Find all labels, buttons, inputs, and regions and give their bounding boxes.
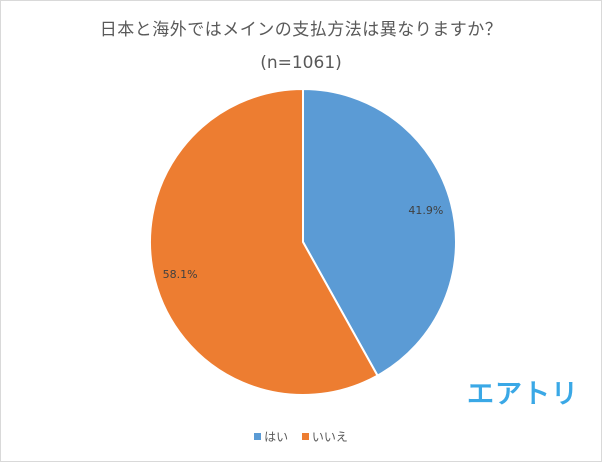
pie-slice-no bbox=[149, 87, 379, 396]
pie-slice-yes bbox=[302, 87, 457, 377]
legend: はい いいえ bbox=[1, 428, 601, 445]
legend-label-yes: はい bbox=[264, 430, 289, 444]
pie-label-yes: 41.9% bbox=[408, 204, 443, 217]
legend-swatch-no bbox=[301, 433, 309, 440]
pie-label-no: 58.1% bbox=[163, 268, 198, 281]
legend-item-no: いいえ bbox=[301, 428, 348, 445]
legend-item-yes: はい bbox=[254, 428, 288, 445]
chart-title: 日本と海外ではメインの支払方法は異なりますか？ bbox=[99, 20, 503, 40]
airtrip-logo: エアトリ bbox=[467, 379, 579, 410]
chart-subtitle: (n=1061) bbox=[260, 53, 342, 73]
legend-swatch-yes bbox=[254, 433, 262, 440]
legend-label-no: いいえ bbox=[311, 430, 348, 444]
